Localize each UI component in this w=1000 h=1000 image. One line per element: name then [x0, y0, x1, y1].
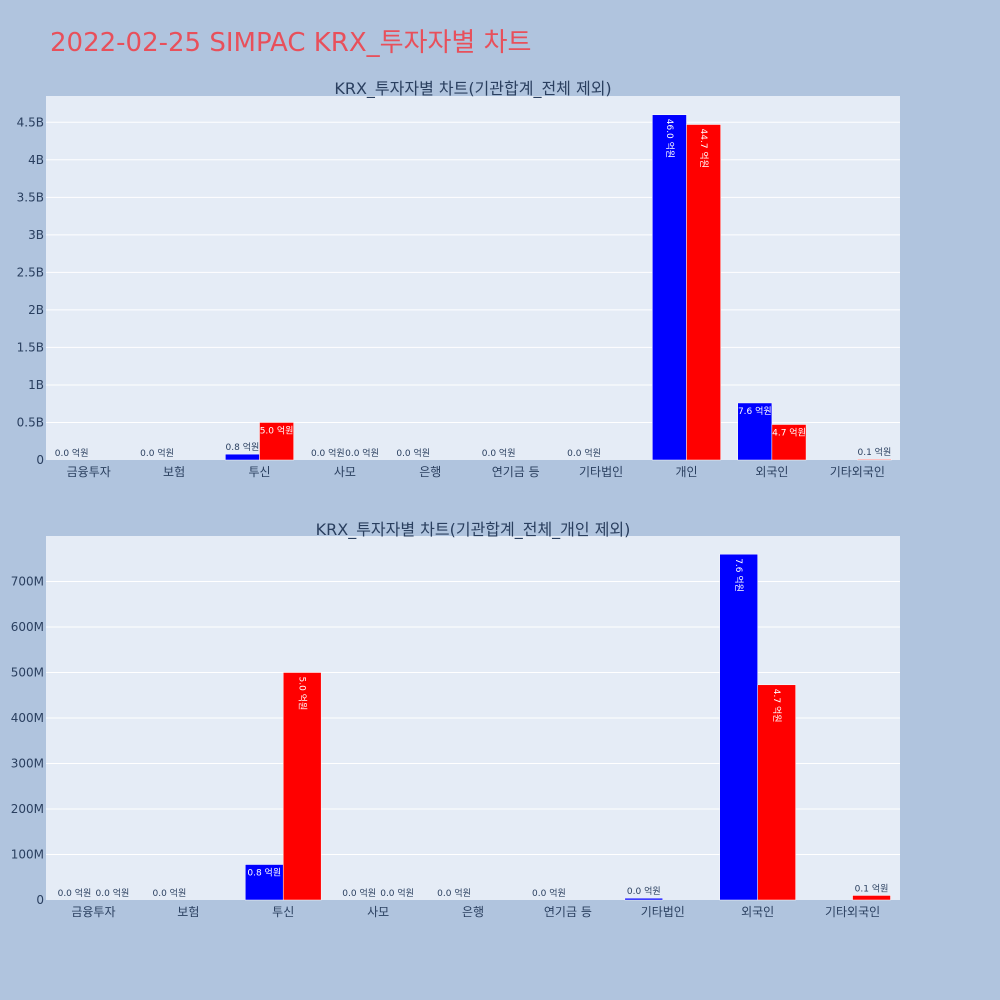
data-label: 44.7 억원 [698, 129, 710, 168]
data-label: 0.8 억원 [247, 867, 281, 879]
x-tick-label: 사모 [334, 465, 356, 479]
x-tick-label: 투신 [248, 465, 270, 479]
data-label: 7.6 억원 [733, 558, 745, 592]
page-title: 2022-02-25 SIMPAC KRX_투자자별 차트 [50, 28, 532, 58]
data-label: 0.0 억원 [96, 887, 130, 899]
data-label: 7.6 억원 [738, 405, 772, 417]
buy-bar [245, 864, 284, 901]
data-label: 0.0 억원 [396, 447, 430, 459]
chart-title: KRX_투자자별 차트(기관합계_전체 제외) [334, 79, 611, 99]
y-tick-label: 3.5B [17, 190, 44, 204]
data-label: 0.0 억원 [532, 887, 566, 899]
chart-all-investors: 0 0.5B 1B 1.5B 2B 2.5B 3B 3.5B 4B 4.5B KRX_투자자별 차트… [17, 79, 900, 479]
y-tick-label: 1.5B [17, 340, 44, 354]
data-label: 0.0 억원 [152, 887, 186, 899]
data-label: 0.0 억원 [342, 887, 376, 899]
data-label: 0.0 억원 [345, 447, 379, 459]
y-tick-label: 100M [11, 848, 44, 862]
y-tick-label: 3B [28, 228, 44, 242]
y-tick-label: 300M [11, 757, 44, 771]
data-label: 4.7 억원 [771, 689, 783, 723]
sell-bar [857, 458, 892, 461]
x-tick-label: 외국인 [741, 905, 774, 919]
data-label: 0.0 억원 [311, 447, 345, 459]
y-tick-label: 0 [36, 893, 44, 907]
data-label: 0.1 억원 [858, 446, 892, 458]
x-tick-label: 금융투자 [67, 465, 111, 479]
y-tick-label: 4.5B [17, 115, 44, 129]
buy-bar [624, 897, 664, 901]
x-tick-label: 개인 [675, 465, 697, 479]
x-tick-label: 외국인 [755, 465, 788, 479]
data-label: 5.0 억원 [260, 424, 294, 436]
sell-bar [852, 895, 891, 901]
sell-bar [282, 672, 322, 901]
data-label: 0.0 억원 [482, 447, 516, 459]
x-tick-label: 은행 [462, 904, 484, 919]
data-label: 0.0 억원 [55, 447, 89, 459]
y-tick-label: 700M [11, 575, 44, 589]
x-tick-label: 기타법인 [641, 905, 685, 919]
x-tick-label: 기타법인 [579, 465, 623, 479]
plot-area [46, 96, 900, 460]
buy-bar [737, 402, 773, 461]
buy-bar [652, 114, 687, 461]
x-tick-label: 금융투자 [71, 905, 115, 919]
x-tick-label: 기타외국인 [825, 905, 880, 919]
data-label: 0.0 억원 [140, 447, 174, 459]
x-tick-label: 사모 [367, 905, 389, 919]
data-label: 0.0 억원 [627, 885, 661, 897]
data-label: 0.8 억원 [226, 441, 260, 453]
data-label: 0.0 억원 [380, 887, 414, 899]
x-tick-label: 연기금 등 [492, 465, 540, 479]
x-tick-label: 투신 [272, 905, 294, 919]
sell-bar [259, 422, 294, 461]
sell-bar [686, 124, 721, 461]
y-tick-label: 0 [36, 453, 44, 467]
y-tick-label: 500M [11, 666, 44, 680]
data-label: 4.7 억원 [772, 427, 806, 439]
data-label: 5.0 억원 [297, 677, 309, 711]
x-tick-label: 연기금 등 [544, 905, 592, 919]
data-label: 0.0 억원 [58, 887, 92, 899]
y-tick-label: 600M [11, 620, 44, 634]
y-tick-label: 200M [11, 802, 44, 816]
x-tick-label: 기타외국인 [830, 465, 885, 479]
buy-bar [719, 553, 758, 901]
y-tick-label: 400M [11, 711, 44, 725]
x-tick-label: 은행 [419, 464, 441, 479]
data-label: 46.0 억원 [664, 119, 676, 158]
y-tick-label: 2.5B [17, 265, 44, 279]
y-tick-label: 4B [28, 153, 44, 167]
chart-title: KRX_투자자별 차트(기관합계_전체_개인 제외) [316, 520, 631, 540]
y-tick-label: 0.5B [17, 415, 44, 429]
data-label: 0.0 억원 [567, 447, 601, 459]
y-tick-label: 2B [28, 303, 44, 317]
x-tick-label: 보험 [177, 905, 199, 919]
sell-bar [757, 684, 796, 901]
data-label: 0.1 억원 [855, 882, 889, 894]
y-tick-label: 1B [28, 378, 44, 392]
data-label: 0.0 억원 [437, 887, 471, 899]
sell-bar [771, 424, 807, 461]
x-tick-label: 보험 [163, 465, 185, 479]
